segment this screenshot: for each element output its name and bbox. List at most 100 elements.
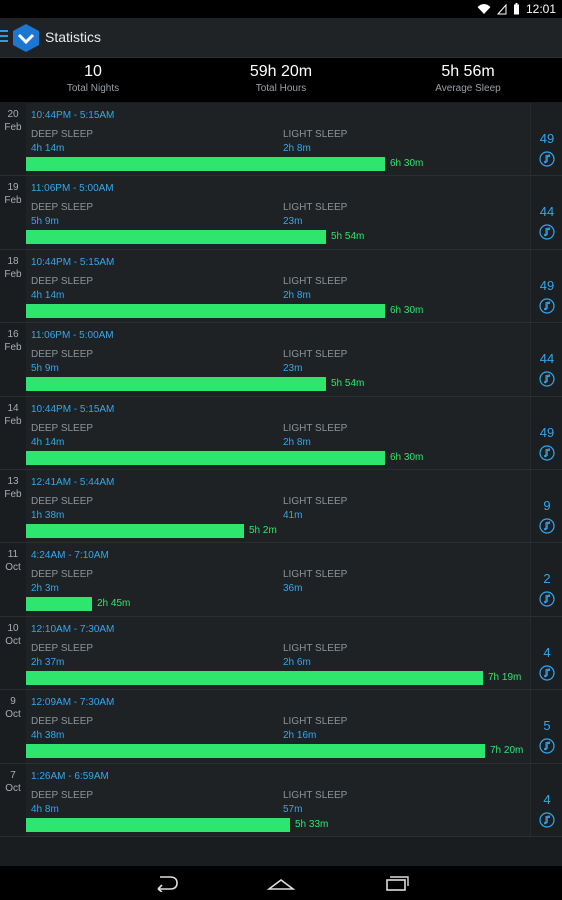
score-column: 44 <box>530 323 562 396</box>
light-sleep-label: LIGHT SLEEP <box>283 275 348 287</box>
deep-sleep-value: 4h 14m <box>31 143 65 154</box>
time-range: 10:44PM - 5:15AM <box>31 110 115 121</box>
list-item[interactable]: 9 Oct 12:09AM - 7:30AM DEEP SLEEP 4h 38m… <box>0 690 562 764</box>
menu-icon[interactable] <box>0 30 8 44</box>
light-sleep-value: 23m <box>283 216 303 228</box>
deep-sleep-value: 4h 38m <box>31 730 65 742</box>
list-item[interactable]: 13 Feb 12:41AM - 5:44AM DEEP SLEEP 1h 38… <box>0 469 562 544</box>
light-sleep-label: LIGHT SLEEP <box>283 495 348 507</box>
sleep-duration-bar <box>26 450 385 465</box>
music-note-icon[interactable] <box>539 444 555 461</box>
list-item[interactable]: 7 Oct 1:26AM - 6:59AM DEEP SLEEP 4h 8m L… <box>0 763 562 837</box>
night-details: 10:44PM - 5:15AM DEEP SLEEP 4h 14m LIGHT… <box>26 396 530 469</box>
sleep-score: 44 <box>539 351 555 367</box>
app-logo-icon[interactable] <box>11 23 41 53</box>
light-sleep-label: LIGHT SLEEP <box>283 642 348 654</box>
summary-value: 5h 56m <box>441 63 495 80</box>
sleep-duration-bar <box>26 230 326 245</box>
date-day: 13 <box>7 475 19 487</box>
date-month: Feb <box>4 195 22 207</box>
summary-total-nights: 10 Total Nights <box>23 63 163 94</box>
score-column: 49 <box>530 396 562 469</box>
sleep-duration-bar <box>26 523 244 538</box>
light-sleep-value: 36m <box>283 583 303 595</box>
list-item[interactable]: 10 Oct 12:10AM - 7:30AM DEEP SLEEP 2h 37… <box>0 616 562 691</box>
light-sleep-label: LIGHT SLEEP <box>283 202 348 214</box>
night-details: 10:44PM - 5:15AM DEEP SLEEP 4h 14m LIGHT… <box>26 249 530 323</box>
signal-icon <box>496 3 507 15</box>
summary-total-hours: 59h 20m Total Hours <box>211 63 351 94</box>
score-column: 5 <box>530 690 562 763</box>
deep-sleep-label: DEEP SLEEP <box>31 275 94 287</box>
light-sleep-label: LIGHT SLEEP <box>283 716 348 728</box>
date-day: 9 <box>10 696 16 708</box>
night-details: 10:44PM - 5:15AM DEEP SLEEP 4h 14m LIGHT… <box>26 103 530 176</box>
score-column: 49 <box>530 249 562 323</box>
time-range: 12:10AM - 7:30AM <box>31 623 115 635</box>
date-month: Oct <box>5 709 21 721</box>
music-note-icon[interactable] <box>539 151 555 167</box>
summary-label: Average Sleep <box>435 83 501 94</box>
music-note-icon[interactable] <box>539 665 555 681</box>
deep-sleep-value: 1h 38m <box>31 509 65 521</box>
light-sleep-value: 2h 8m <box>283 289 311 301</box>
music-note-icon[interactable] <box>539 224 555 240</box>
list-item[interactable]: 18 Feb 10:44PM - 5:15AM DEEP SLEEP 4h 14… <box>0 249 562 324</box>
list-item[interactable]: 16 Feb 11:06PM - 5:00AM DEEP SLEEP 5h 9m… <box>0 323 562 397</box>
date-column: 7 Oct <box>0 763 26 836</box>
deep-sleep-value: 2h 3m <box>31 583 59 595</box>
summary-label: Total Hours <box>255 83 307 94</box>
sleep-list[interactable]: 20 Feb 10:44PM - 5:15AM DEEP SLEEP 4h 14… <box>0 103 562 837</box>
date-month: Oct <box>5 635 21 647</box>
home-icon[interactable] <box>266 874 296 892</box>
date-column: 20 Feb <box>0 103 26 176</box>
date-month: Feb <box>4 488 22 500</box>
date-column: 10 Oct <box>0 616 26 690</box>
total-sleep: 6h 30m <box>390 304 424 316</box>
total-sleep: 6h 30m <box>390 158 424 169</box>
time-range: 12:41AM - 5:44AM <box>31 476 115 488</box>
night-details: 1:26AM - 6:59AM DEEP SLEEP 4h 8m LIGHT S… <box>26 763 530 836</box>
deep-sleep-label: DEEP SLEEP <box>31 202 94 214</box>
light-sleep-label: LIGHT SLEEP <box>283 569 348 581</box>
total-sleep: 7h 19m <box>488 671 522 683</box>
score-column: 4 <box>530 763 562 836</box>
deep-sleep-value: 4h 14m <box>31 436 65 448</box>
list-item[interactable]: 11 Oct 4:24AM - 7:10AM DEEP SLEEP 2h 3m … <box>0 543 562 617</box>
recent-apps-icon[interactable] <box>381 874 411 892</box>
music-note-icon[interactable] <box>539 738 555 754</box>
list-item[interactable]: 14 Feb 10:44PM - 5:15AM DEEP SLEEP 4h 14… <box>0 396 562 470</box>
deep-sleep-label: DEEP SLEEP <box>31 129 94 140</box>
night-details: 12:10AM - 7:30AM DEEP SLEEP 2h 37m LIGHT… <box>26 616 530 690</box>
score-column: 2 <box>530 543 562 616</box>
music-note-icon[interactable] <box>539 371 555 387</box>
music-note-icon[interactable] <box>539 591 555 607</box>
date-column: 14 Feb <box>0 396 26 469</box>
night-details: 11:06PM - 5:00AM DEEP SLEEP 5h 9m LIGHT … <box>26 323 530 396</box>
sleep-score: 9 <box>543 497 551 513</box>
time-range: 4:24AM - 7:10AM <box>31 550 109 562</box>
list-item[interactable]: 20 Feb 10:44PM - 5:15AM DEEP SLEEP 4h 14… <box>0 103 562 177</box>
music-note-icon[interactable] <box>539 298 555 314</box>
sleep-score: 5 <box>543 718 551 734</box>
time-range: 10:44PM - 5:15AM <box>31 256 115 268</box>
music-note-icon[interactable] <box>539 518 555 534</box>
light-sleep-value: 57m <box>283 803 303 815</box>
sleep-score: 4 <box>543 791 551 807</box>
sleep-score: 49 <box>539 277 555 293</box>
back-icon[interactable] <box>152 874 182 892</box>
night-details: 11:06PM - 5:00AM DEEP SLEEP 5h 9m LIGHT … <box>26 176 530 249</box>
deep-sleep-label: DEEP SLEEP <box>31 569 94 581</box>
date-day: 10 <box>7 622 19 634</box>
date-day: 7 <box>10 769 16 781</box>
deep-sleep-value: 5h 9m <box>31 216 59 228</box>
deep-sleep-value: 4h 8m <box>31 803 59 815</box>
date-day: 19 <box>7 182 19 194</box>
light-sleep-value: 2h 6m <box>283 656 311 668</box>
light-sleep-label: LIGHT SLEEP <box>283 422 348 434</box>
total-sleep: 6h 30m <box>390 451 424 463</box>
light-sleep-value: 23m <box>283 363 303 375</box>
list-item[interactable]: 19 Feb 11:06PM - 5:00AM DEEP SLEEP 5h 9m… <box>0 176 562 250</box>
music-note-icon[interactable] <box>539 811 555 828</box>
sleep-duration-bar <box>26 597 92 612</box>
